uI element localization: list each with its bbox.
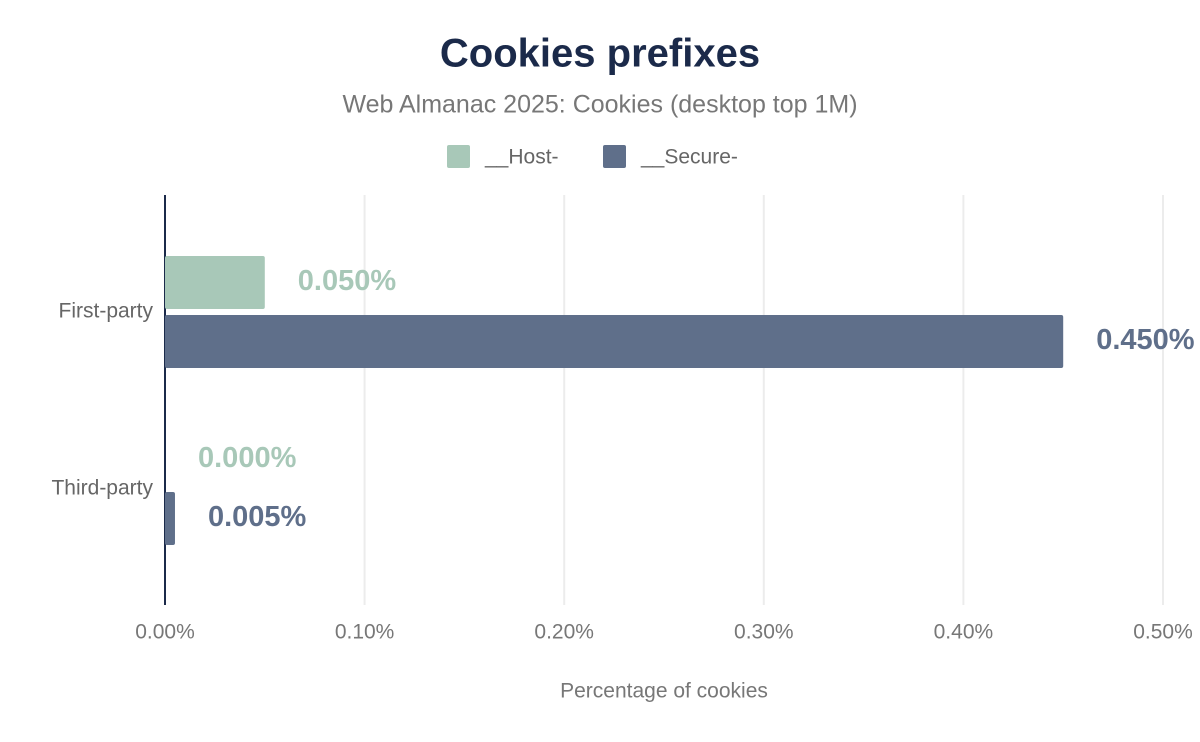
x-tick-label: 0.20%: [534, 621, 594, 644]
y-tick-label: First-party: [59, 300, 154, 323]
chart-title: Cookies prefixes: [440, 32, 760, 76]
chart-subtitle: Web Almanac 2025: Cookies (desktop top 1…: [342, 91, 857, 119]
legend-swatch: [603, 145, 626, 168]
x-tick-label: 0.40%: [934, 621, 994, 644]
bar: [165, 492, 175, 545]
x-axis-title: Percentage of cookies: [560, 680, 768, 703]
legend-label: __Secure-: [640, 146, 738, 169]
x-tick-label: 0.10%: [335, 621, 395, 644]
data-label: 0.450%: [1096, 324, 1195, 356]
bar: [165, 256, 265, 309]
legend-label: __Host-: [484, 146, 559, 169]
data-label: 0.050%: [298, 265, 397, 297]
x-tick-label: 0.50%: [1133, 621, 1193, 644]
y-tick-label: Third-party: [51, 477, 153, 500]
data-label: 0.000%: [198, 442, 297, 474]
data-label: 0.005%: [208, 501, 307, 533]
x-tick-label: 0.30%: [734, 621, 794, 644]
bar: [165, 315, 1064, 368]
x-tick-label: 0.00%: [135, 621, 195, 644]
legend-swatch: [447, 145, 470, 168]
